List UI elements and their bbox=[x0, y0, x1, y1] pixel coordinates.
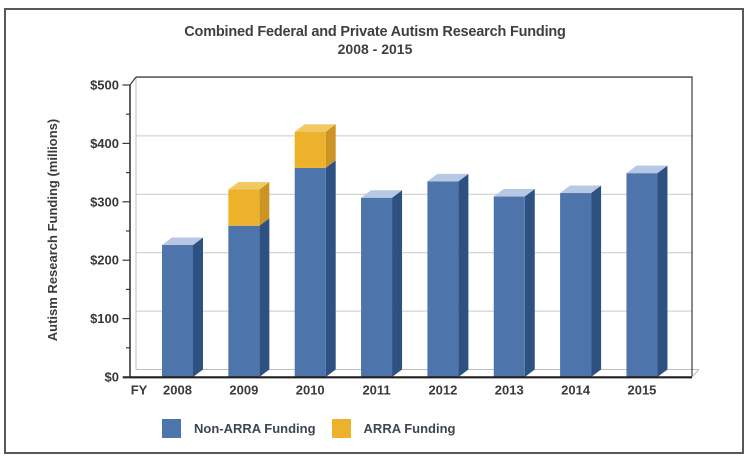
legend: Non-ARRA Funding ARRA Funding bbox=[162, 419, 456, 438]
bar-top-non-arra bbox=[493, 189, 535, 197]
x-tick-label: 2015 bbox=[627, 383, 656, 398]
bar-side-non-arra bbox=[657, 165, 668, 377]
bar-2013 bbox=[493, 189, 535, 377]
bar-2008 bbox=[162, 237, 203, 377]
bar-top-non-arra bbox=[427, 173, 469, 182]
x-tick-label: 2009 bbox=[229, 383, 258, 398]
bar-side-non-arra bbox=[325, 160, 336, 377]
bar-2014 bbox=[560, 185, 602, 377]
bar-side-non-arra bbox=[392, 190, 403, 377]
y-tick-label: $0 bbox=[105, 370, 119, 385]
bar-side-arra bbox=[325, 124, 336, 168]
x-tick-label: 2010 bbox=[296, 383, 325, 398]
bar-top-arra bbox=[294, 124, 336, 132]
x-tick-label: 2012 bbox=[428, 383, 457, 398]
legend-label-non-arra: Non-ARRA Funding bbox=[194, 421, 316, 436]
x-tick-label: 2014 bbox=[561, 383, 591, 398]
legend-label-arra: ARRA Funding bbox=[363, 421, 456, 436]
bar-front-non-arra bbox=[626, 173, 658, 377]
legend-item-non-arra: Non-ARRA Funding bbox=[162, 419, 316, 438]
x-tick-label: 2011 bbox=[362, 383, 390, 398]
bar-side-non-arra bbox=[458, 173, 469, 377]
y-tick-label: $300 bbox=[90, 194, 119, 209]
bar-front-non-arra bbox=[427, 181, 459, 377]
y-tick-labels: $0 $100 $200 $300 $400 $500 bbox=[90, 78, 119, 385]
bar-front-non-arra bbox=[228, 225, 260, 377]
bar-top-non-arra bbox=[162, 237, 203, 246]
fy-label: FY bbox=[131, 383, 148, 398]
bottom-right-bevel bbox=[691, 369, 700, 378]
y-axis-ticks bbox=[122, 84, 130, 378]
bar-side-arra bbox=[259, 182, 270, 226]
bar-front-non-arra bbox=[493, 196, 525, 377]
title-block: Combined Federal and Private Autism Rese… bbox=[0, 24, 750, 58]
bar-front-non-arra bbox=[361, 197, 393, 377]
x-tick-label: 2008 bbox=[163, 383, 192, 398]
bar-2012 bbox=[427, 173, 469, 377]
bar-top-non-arra bbox=[560, 185, 602, 194]
chart-title: Combined Federal and Private Autism Rese… bbox=[184, 24, 566, 40]
y-tick-label: $200 bbox=[90, 253, 119, 268]
x-tick-label: 2013 bbox=[495, 383, 524, 398]
y-axis-title: Autism Research Funding (millions) bbox=[45, 119, 60, 341]
bar-2011 bbox=[361, 190, 403, 377]
bar-side-non-arra bbox=[524, 189, 535, 377]
bar-2009 bbox=[228, 182, 270, 377]
bar-top-non-arra bbox=[361, 190, 403, 198]
legend-swatch-arra-icon bbox=[331, 419, 351, 438]
bar-front-non-arra bbox=[162, 245, 193, 377]
y-tick-label: $400 bbox=[90, 136, 119, 151]
bars bbox=[162, 124, 668, 377]
chart-subtitle: 2008 - 2015 bbox=[337, 41, 413, 57]
bar-side-non-arra bbox=[259, 218, 270, 377]
legend-item-arra: ARRA Funding bbox=[331, 419, 456, 438]
gridlines bbox=[136, 77, 692, 312]
bar-front-non-arra bbox=[294, 167, 326, 377]
legend-swatch-non-arra-icon bbox=[162, 419, 181, 438]
bar-side-non-arra bbox=[193, 237, 203, 377]
y-tick-label: $500 bbox=[90, 78, 119, 93]
bar-2010 bbox=[294, 124, 336, 377]
bar-top-non-arra bbox=[626, 165, 668, 174]
x-tick-labels: 2008 2009 2010 2011 2012 2013 2014 2015 bbox=[163, 383, 656, 398]
bar-front-arra bbox=[294, 131, 326, 168]
bar-front-arra bbox=[228, 189, 260, 226]
bar-front-non-arra bbox=[560, 193, 592, 377]
bar-2015 bbox=[626, 165, 668, 377]
plot-border bbox=[136, 76, 693, 377]
y-tick-label: $100 bbox=[90, 311, 119, 326]
top-left-bevel bbox=[129, 76, 137, 86]
bar-side-non-arra bbox=[591, 185, 602, 377]
bar-top-arra bbox=[228, 182, 270, 190]
